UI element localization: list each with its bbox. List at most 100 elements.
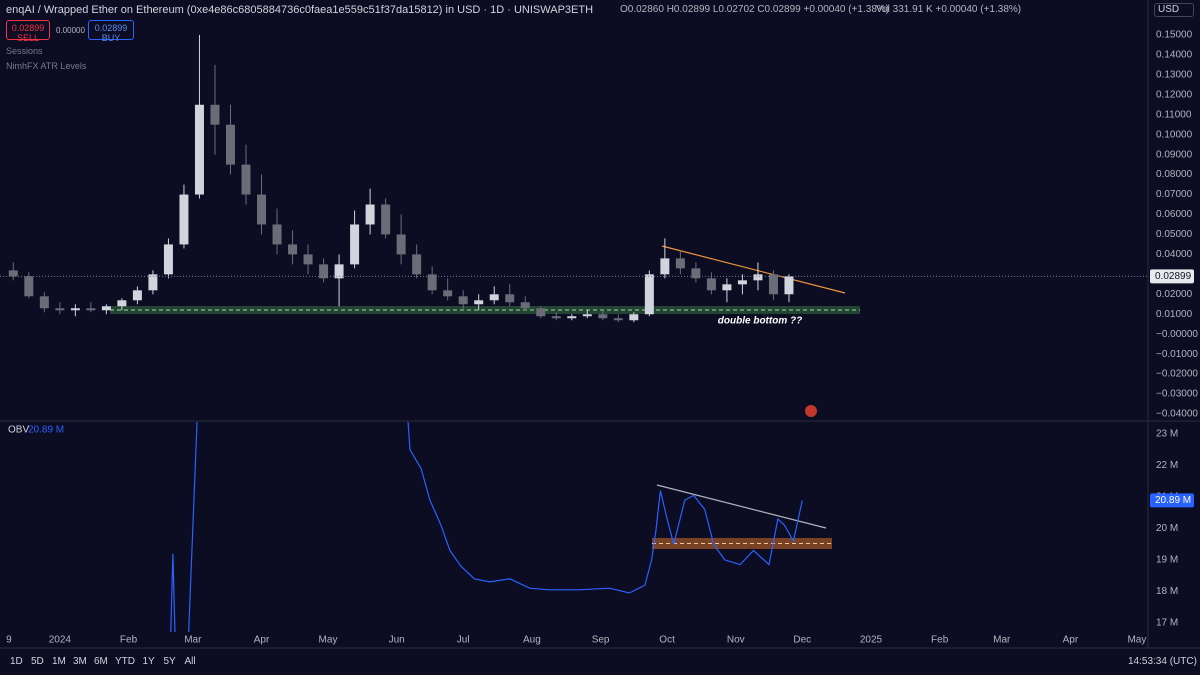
buy-price: 0.02899 <box>94 23 128 33</box>
timeframe-button[interactable]: 1Y <box>142 656 155 667</box>
last-value-box <box>1150 493 1194 508</box>
timeframe-button[interactable]: 5Y <box>163 656 176 667</box>
y-tick-label: 0.14000 <box>1156 50 1193 61</box>
candle-body <box>39 296 49 309</box>
candle-body <box>722 284 732 291</box>
buy-button[interactable]: 0.02899 BUY <box>88 20 134 43</box>
candle-body <box>706 278 716 291</box>
candle-body <box>163 244 173 275</box>
candle-body <box>179 194 189 245</box>
obv-value: 20.89 M <box>28 425 64 436</box>
obv-line <box>170 422 803 632</box>
candle-body <box>55 308 65 311</box>
annotation: double bottom ?? <box>718 316 802 327</box>
y-tick-label: 20 M <box>1156 523 1178 534</box>
y-tick-label: 17 M <box>1156 618 1178 629</box>
timeframe-button[interactable]: 6M <box>94 656 108 667</box>
x-tick-label: Apr <box>254 635 270 646</box>
candle-body <box>365 204 375 225</box>
x-tick-label: Jun <box>389 635 405 646</box>
x-tick-label: Aug <box>523 635 541 646</box>
clock: 14:53:34 (UTC) <box>1128 656 1197 667</box>
timeframe-button[interactable]: 1M <box>52 656 66 667</box>
candle-body <box>412 254 422 275</box>
candle-body <box>551 316 561 319</box>
y-tick-label: −0.02000 <box>1156 369 1198 380</box>
last-price-box <box>1150 269 1194 284</box>
candle-body <box>319 264 329 279</box>
candle-body <box>598 314 608 319</box>
timeframe-button[interactable]: YTD <box>115 656 135 667</box>
candle-body <box>644 274 654 315</box>
y-tick-label: −0.03000 <box>1156 389 1198 400</box>
sell-button[interactable]: 0.02899 SELL <box>6 20 50 43</box>
candle-body <box>210 104 220 125</box>
obv-title: OBV <box>8 425 29 436</box>
candle-body <box>753 274 763 281</box>
candle-body <box>489 294 499 301</box>
y-tick-label: 0.09000 <box>1156 149 1193 160</box>
y-tick-label: 0.10000 <box>1156 129 1193 140</box>
candle-body <box>505 294 515 303</box>
x-tick-label: 9 <box>6 635 12 646</box>
candle-body <box>225 124 235 165</box>
candle-body <box>629 314 639 321</box>
last-price-label: 0.02899 <box>1155 271 1192 282</box>
candle-body <box>350 224 360 265</box>
x-tick-label: Nov <box>727 635 745 646</box>
timeframe-button[interactable]: 1D <box>10 656 23 667</box>
indicator[interactable]: NimhFX ATR Levels <box>6 61 87 71</box>
obv-zone <box>652 538 832 549</box>
candle-body <box>272 224 282 245</box>
y-tick-label: 0.08000 <box>1156 169 1193 180</box>
candle-body <box>660 258 670 275</box>
x-tick-label: Jul <box>457 635 470 646</box>
y-tick-label: 0.04000 <box>1156 249 1193 260</box>
candle-body <box>24 276 34 297</box>
timeframe-button[interactable]: 3M <box>73 656 87 667</box>
indicator[interactable]: Sessions <box>6 46 43 56</box>
candle-body <box>784 276 794 295</box>
y-tick-label: 18 M <box>1156 586 1178 597</box>
y-tick-label: 0.06000 <box>1156 209 1193 220</box>
y-tick-label: −0.04000 <box>1156 409 1198 420</box>
x-tick-label: Mar <box>993 635 1011 646</box>
y-tick-label: 19 M <box>1156 555 1178 566</box>
candle-body <box>520 302 530 309</box>
currency-select[interactable]: USD <box>1154 3 1194 17</box>
x-tick-label: Apr <box>1063 635 1079 646</box>
ohlc: O0.02860 H0.02899 L0.02702 C0.02899 +0.0… <box>620 4 890 15</box>
candle-body <box>334 264 344 279</box>
y-tick-label: 22 M <box>1156 460 1178 471</box>
x-tick-label: May <box>319 635 338 646</box>
symbol-title: enqAI / Wrapped Ether on Ethereum (0xe4e… <box>6 4 594 16</box>
y-tick-label: 0.01000 <box>1156 309 1193 320</box>
event-icon[interactable] <box>805 405 817 417</box>
y-tick-label: 0.11000 <box>1156 109 1192 120</box>
buy-label: BUY <box>101 33 121 43</box>
candle-body <box>443 290 453 297</box>
candle-body <box>474 300 484 305</box>
candle-body <box>613 318 623 321</box>
timeframe-button[interactable]: 5D <box>31 656 44 667</box>
x-tick-label: 2025 <box>860 635 883 646</box>
x-tick-label: 2024 <box>49 635 72 646</box>
y-tick-label: −0.00000 <box>1156 329 1198 340</box>
y-tick-label: 0.07000 <box>1156 189 1193 200</box>
timeframe-button[interactable]: All <box>184 656 196 667</box>
sell-label: SELL <box>16 33 40 43</box>
spread: 0.00000 <box>56 26 85 35</box>
volume: Vol 331.91 K +0.00040 (+1.38%) <box>876 4 1022 15</box>
candle-body <box>691 268 701 279</box>
candle-body <box>582 314 592 317</box>
candle-body <box>567 316 577 319</box>
candle-body <box>288 244 298 255</box>
y-tick-label: 0.02000 <box>1156 289 1193 300</box>
x-tick-label: Mar <box>184 635 202 646</box>
y-tick-label: 0.12000 <box>1156 89 1193 100</box>
candle-body <box>117 300 127 307</box>
x-tick-label: Feb <box>120 635 138 646</box>
candle-body <box>737 280 747 285</box>
candle-body <box>101 306 111 311</box>
y-tick-label: 0.13000 <box>1156 69 1193 80</box>
